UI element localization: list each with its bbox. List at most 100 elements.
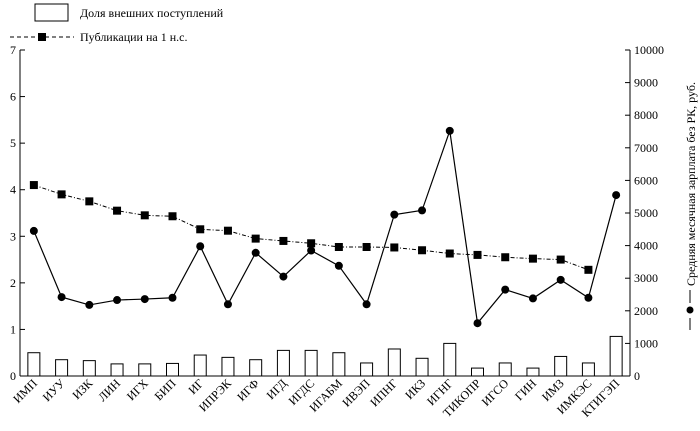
category-label: ИПНГ	[367, 376, 400, 409]
right-tick-label: 8000	[634, 108, 658, 122]
salary-marker	[556, 275, 565, 284]
right-axis-label: Средняя месячная зарплата без РК, руб.	[684, 82, 698, 330]
category-label: ИГ	[185, 376, 206, 397]
category-label: ГИН	[512, 376, 539, 403]
right-tick-label: 10000	[634, 43, 664, 57]
category-label: ИПРЭК	[196, 376, 235, 415]
salary-series	[29, 126, 621, 328]
bar	[443, 342, 457, 377]
salary-marker	[85, 300, 94, 309]
bar	[193, 354, 207, 377]
bar	[276, 349, 290, 377]
left-tick-label: 1	[10, 322, 16, 336]
publications-series	[29, 181, 593, 274]
category-label: ИУУ	[40, 376, 68, 404]
right-tick-label: 3000	[634, 271, 658, 285]
bar	[221, 356, 235, 377]
bar	[360, 362, 374, 377]
publications-marker	[251, 234, 260, 243]
salary-marker	[528, 294, 537, 303]
right-tick-label: 4000	[634, 239, 658, 253]
bar	[609, 335, 623, 377]
salary-marker	[140, 295, 149, 304]
right-tick-label: 1000	[634, 336, 658, 350]
publications-marker	[556, 255, 565, 264]
publications-marker	[140, 211, 149, 220]
publications-marker	[57, 190, 66, 199]
bar	[526, 367, 540, 377]
left-tick-label: 7	[10, 43, 16, 57]
salary-marker	[501, 285, 510, 294]
publications-marker	[113, 206, 122, 215]
salary-marker	[279, 272, 288, 281]
left-tick-label: 6	[10, 90, 16, 104]
publications-marker	[362, 242, 371, 251]
right-tick-label: 6000	[634, 173, 658, 187]
left-tick-label: 5	[10, 136, 16, 150]
publications-marker	[279, 236, 288, 245]
salary-marker	[445, 126, 454, 135]
salary-marker	[168, 293, 177, 302]
bar	[387, 348, 401, 377]
publications-marker	[473, 250, 482, 259]
right-axis-ticks: 0 1000 2000 3000 4000 5000 6000 7000 8000 9000 100…	[625, 43, 664, 383]
publications-marker	[528, 254, 537, 263]
legend-label-share: Доля внешних поступлений	[80, 6, 224, 20]
publications-marker	[307, 239, 316, 248]
left-tick-label: 2	[10, 276, 16, 290]
right-tick-label: 9000	[634, 76, 658, 90]
salary-marker	[418, 206, 427, 215]
right-tick-label: 7000	[634, 141, 658, 155]
salary-marker	[113, 296, 122, 305]
left-tick-label: 4	[10, 183, 16, 197]
bar	[304, 349, 318, 377]
left-axis-ticks: 0 1 2 3 4 5 6 7	[10, 43, 25, 383]
salary-marker	[29, 226, 38, 235]
right-tick-label: 5000	[634, 206, 658, 220]
salary-marker	[57, 293, 66, 302]
salary-marker	[334, 261, 343, 270]
legend-label-publications: Публикации на 1 н.с.	[80, 30, 187, 44]
bar	[166, 362, 179, 377]
right-tick-label: 0	[634, 369, 640, 383]
publications-marker	[418, 246, 427, 255]
right-tick-label: 2000	[634, 304, 658, 318]
publications-marker	[196, 225, 205, 234]
right-label-marker	[686, 306, 694, 314]
publications-marker	[501, 253, 510, 262]
publications-marker	[584, 265, 593, 274]
bar	[581, 362, 595, 377]
publications-marker	[223, 226, 232, 235]
salary-marker	[473, 319, 482, 328]
salary-marker	[196, 242, 205, 251]
salary-line	[33, 130, 617, 325]
bar	[554, 355, 568, 377]
category-label: БИП	[152, 376, 179, 403]
right-axis-title: Средняя месячная зарплата без РК, руб.	[684, 82, 698, 286]
category-label: ИГХ	[124, 376, 151, 403]
left-tick-label: 3	[10, 229, 16, 243]
bar	[82, 360, 96, 377]
salary-marker	[390, 210, 399, 219]
publications-marker	[445, 249, 454, 258]
salary-marker	[223, 300, 232, 309]
bar	[249, 359, 263, 377]
legend: Доля внешних поступлений Публикации на 1…	[10, 3, 224, 44]
category-label: ЛИН	[95, 376, 123, 404]
category-label: ИГФ	[234, 376, 262, 404]
legend-bar-swatch	[34, 3, 69, 22]
bar	[110, 363, 124, 377]
publications-marker	[334, 242, 343, 251]
bar	[332, 352, 346, 377]
salary-marker	[307, 246, 316, 255]
bar-series	[27, 335, 623, 377]
legend-square-marker	[38, 33, 46, 41]
bar	[415, 357, 429, 377]
publications-marker	[390, 243, 399, 252]
bar	[498, 362, 512, 377]
category-label: ИЗК	[69, 376, 96, 403]
plot-frame	[19, 50, 631, 377]
left-tick-label: 0	[10, 369, 16, 383]
